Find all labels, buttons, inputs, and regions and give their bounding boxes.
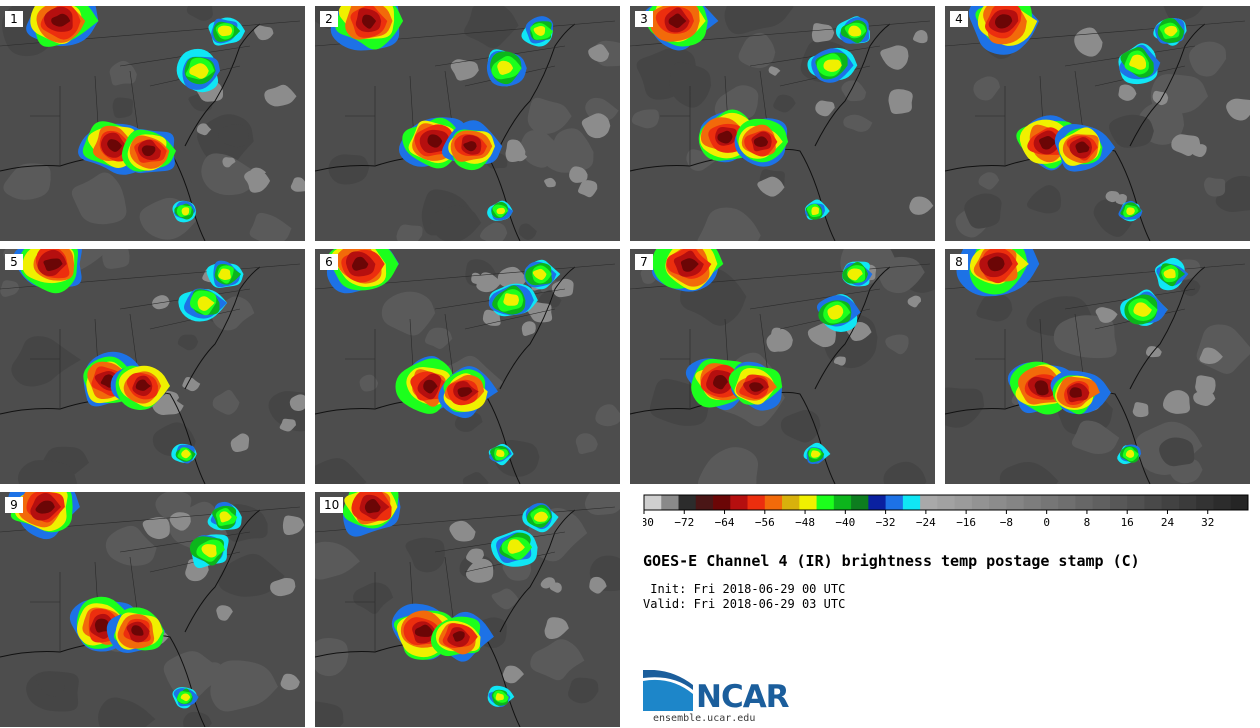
map-panel: 9 bbox=[0, 492, 305, 727]
colorbar-swatch bbox=[816, 495, 835, 510]
colorbar-swatch bbox=[1075, 495, 1094, 510]
ncar-logo-text: NCAR bbox=[696, 679, 790, 715]
colorbar-swatch bbox=[644, 495, 662, 510]
chart-title: GOES-E Channel 4 (IR) brightness temp po… bbox=[643, 552, 1140, 570]
ensemble-url: ensemble.ucar.edu bbox=[653, 713, 756, 724]
map-panel: 2 bbox=[315, 6, 620, 241]
map-panel: 1 bbox=[0, 6, 305, 241]
colorbar-tick-label: −72 bbox=[674, 516, 694, 529]
colorbar-tick-label: −64 bbox=[715, 516, 735, 529]
ir-map bbox=[315, 6, 620, 241]
colorbar-swatch bbox=[1023, 495, 1042, 510]
panel-number: 6 bbox=[320, 254, 338, 270]
panel-number: 1 bbox=[5, 11, 23, 27]
map-panel: 10 bbox=[315, 492, 620, 727]
ncar-logo-icon bbox=[643, 670, 693, 711]
colorbar-swatch bbox=[1006, 495, 1025, 510]
colorbar-swatch bbox=[868, 495, 886, 510]
ir-map bbox=[630, 6, 934, 241]
colorbar-swatch bbox=[937, 495, 956, 510]
colorbar-swatch bbox=[971, 495, 990, 510]
colorbar-tick-label: 0 bbox=[1043, 516, 1050, 529]
panel-number: 3 bbox=[635, 11, 653, 27]
colorbar-swatch bbox=[1178, 495, 1197, 510]
panel-number: 4 bbox=[950, 11, 968, 27]
ir-map bbox=[315, 249, 620, 484]
colorbar-tick-label: 16 bbox=[1121, 516, 1134, 529]
colorbar-tick-label: −40 bbox=[835, 516, 855, 529]
ir-map bbox=[0, 492, 305, 727]
colorbar-swatch bbox=[902, 495, 921, 510]
colorbar-tick-label: 32 bbox=[1201, 516, 1214, 529]
colorbar-swatch bbox=[764, 495, 783, 510]
colorbar-swatch bbox=[1127, 495, 1145, 510]
colorbar-swatch bbox=[1196, 495, 1214, 510]
colorbar-swatch bbox=[1144, 495, 1163, 510]
panel-number: 9 bbox=[5, 497, 23, 513]
colorbar-tick-label: 24 bbox=[1161, 516, 1175, 529]
colorbar-swatch bbox=[730, 495, 748, 510]
ir-map bbox=[945, 6, 1250, 241]
ir-map bbox=[945, 249, 1250, 484]
colorbar-tick-label: 8 bbox=[1084, 516, 1091, 529]
map-panel: 5 bbox=[0, 249, 305, 484]
colorbar-swatch bbox=[678, 495, 697, 510]
colorbar-swatch bbox=[747, 495, 766, 510]
colorbar-swatch bbox=[989, 495, 1007, 510]
colorbar-tick-label: −8 bbox=[1000, 516, 1013, 529]
colorbar-swatch bbox=[799, 495, 817, 510]
map-panel: 8 bbox=[945, 249, 1250, 484]
panel-number: 7 bbox=[635, 254, 653, 270]
panel-number: 5 bbox=[5, 254, 23, 270]
colorbar-swatch bbox=[1161, 495, 1180, 510]
colorbar-swatch bbox=[1058, 495, 1076, 510]
colorbar-swatch bbox=[954, 495, 973, 510]
colorbar-swatch bbox=[1213, 495, 1232, 510]
init-time: Init: Fri 2018-06-29 00 UTC bbox=[650, 582, 846, 596]
valid-time: Valid: Fri 2018-06-29 03 UTC bbox=[643, 597, 846, 611]
ir-map bbox=[630, 249, 935, 484]
panel-number: 2 bbox=[320, 11, 338, 27]
colorbar-swatch bbox=[1230, 495, 1249, 510]
map-panel: 3 bbox=[630, 6, 935, 241]
colorbar-tick-label: −48 bbox=[795, 516, 815, 529]
colorbar-swatch bbox=[782, 495, 800, 510]
colorbar-swatch bbox=[695, 495, 714, 510]
colorbar-swatch bbox=[1109, 495, 1128, 510]
panel-number: 10 bbox=[320, 497, 344, 513]
colorbar-swatch bbox=[833, 495, 852, 510]
colorbar-swatch bbox=[713, 495, 731, 510]
ir-map bbox=[315, 492, 620, 727]
colorbar-border bbox=[643, 494, 1249, 511]
colorbar-swatch bbox=[885, 495, 904, 510]
map-panel: 6 bbox=[315, 249, 620, 484]
colorbar-tick-label: −80 bbox=[643, 516, 654, 529]
colorbar-swatch bbox=[1092, 495, 1111, 510]
colorbar-swatch bbox=[661, 495, 679, 510]
map-panel: 7 bbox=[630, 249, 935, 484]
ir-map bbox=[0, 249, 305, 484]
ir-map bbox=[0, 6, 305, 241]
map-panel: 4 bbox=[945, 6, 1250, 241]
panel-number: 8 bbox=[950, 254, 968, 270]
colorbar-tick-label: −32 bbox=[876, 516, 896, 529]
colorbar-swatch bbox=[1040, 495, 1059, 510]
colorbar-tick-label: −24 bbox=[916, 516, 936, 529]
colorbar-swatch bbox=[920, 495, 938, 510]
colorbar-swatch bbox=[851, 495, 869, 510]
colorbar-tick-label: −56 bbox=[755, 516, 775, 529]
colorbar-tick-label: −16 bbox=[956, 516, 976, 529]
